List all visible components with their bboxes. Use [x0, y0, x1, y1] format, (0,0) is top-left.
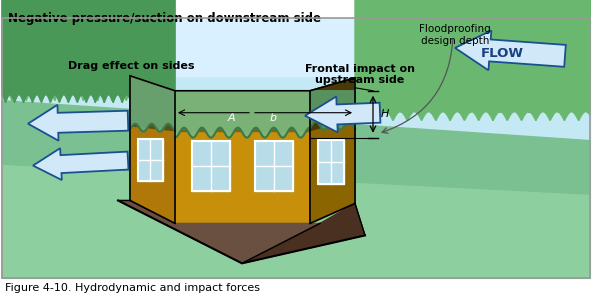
Polygon shape — [175, 91, 310, 138]
Polygon shape — [2, 165, 590, 278]
Bar — [138, 139, 163, 181]
Text: Figure 4-10. Hydrodynamic and impact forces: Figure 4-10. Hydrodynamic and impact for… — [5, 283, 260, 293]
Polygon shape — [130, 76, 175, 131]
Polygon shape — [355, 0, 590, 121]
Text: A: A — [227, 113, 235, 123]
Bar — [2, 18, 590, 278]
Polygon shape — [310, 78, 355, 131]
Text: Negative pressure/suction on downstream side: Negative pressure/suction on downstream … — [8, 12, 321, 25]
Text: Floodproofing
design depth: Floodproofing design depth — [419, 24, 491, 46]
Polygon shape — [2, 0, 175, 103]
Polygon shape — [242, 203, 365, 263]
Bar — [255, 141, 293, 191]
Bar — [192, 141, 230, 191]
Polygon shape — [2, 0, 175, 101]
Bar — [318, 140, 344, 184]
Polygon shape — [118, 200, 320, 263]
Text: b: b — [269, 113, 276, 123]
FancyArrow shape — [305, 96, 381, 132]
Polygon shape — [310, 78, 355, 130]
Polygon shape — [2, 101, 590, 278]
Bar — [192, 141, 230, 191]
Text: Frontal impact on
upstream side: Frontal impact on upstream side — [305, 64, 415, 86]
Bar — [2, 18, 590, 76]
Text: H: H — [381, 109, 390, 119]
Bar — [2, 18, 590, 278]
Polygon shape — [175, 91, 310, 223]
Bar — [255, 141, 293, 191]
Polygon shape — [310, 78, 355, 223]
FancyArrow shape — [455, 30, 566, 70]
Text: FLOW: FLOW — [481, 47, 523, 60]
Polygon shape — [370, 0, 590, 113]
FancyArrow shape — [33, 148, 128, 180]
Polygon shape — [370, 0, 590, 111]
Text: Drag effect on sides: Drag effect on sides — [68, 61, 195, 71]
Bar — [318, 140, 344, 184]
FancyArrow shape — [28, 105, 128, 141]
Bar — [138, 139, 163, 181]
Polygon shape — [175, 91, 310, 131]
Polygon shape — [130, 76, 175, 132]
Polygon shape — [130, 76, 175, 223]
